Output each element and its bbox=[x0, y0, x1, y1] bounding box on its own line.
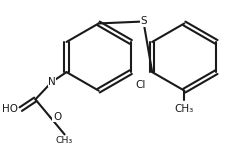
Text: O: O bbox=[53, 112, 61, 122]
Text: S: S bbox=[140, 17, 147, 26]
Text: N: N bbox=[48, 77, 56, 87]
Text: CH₃: CH₃ bbox=[175, 104, 194, 114]
Text: HO: HO bbox=[2, 104, 18, 114]
Text: Cl: Cl bbox=[136, 80, 146, 90]
Text: CH₃: CH₃ bbox=[56, 136, 73, 145]
